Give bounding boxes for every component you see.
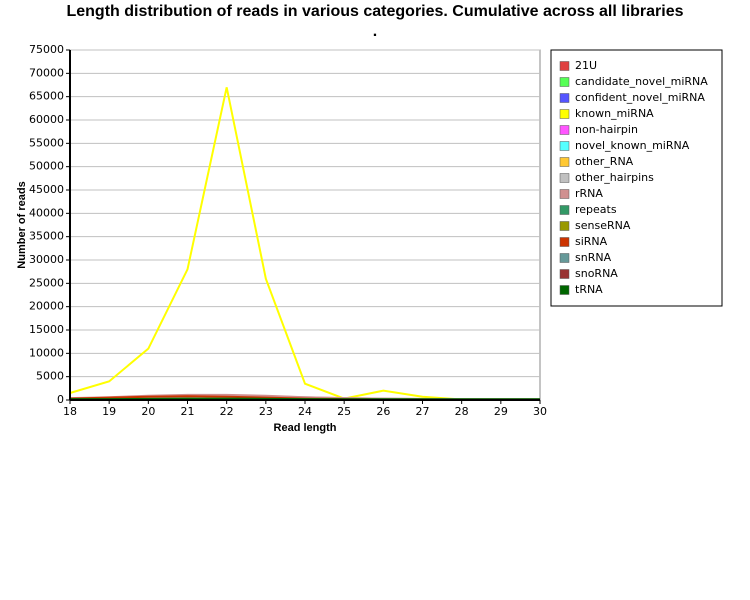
legend-swatch: [559, 189, 570, 199]
y-tick-label: 10000: [29, 346, 64, 359]
y-axis-label: Number of reads: [16, 181, 28, 268]
chart-subtitle: .: [373, 23, 377, 40]
x-tick-label: 30: [533, 405, 547, 418]
legend-label: candidate_novel_miRNA: [575, 75, 708, 88]
legend-swatch: [559, 285, 570, 295]
x-tick-label: 24: [298, 405, 312, 418]
plot-area: [69, 49, 541, 401]
chart-title: Length distribution of reads in various …: [66, 3, 683, 20]
x-tick-label: 22: [220, 405, 234, 418]
legend-swatch: [559, 237, 570, 247]
y-tick-label: 30000: [29, 253, 64, 266]
legend-label: known_miRNA: [575, 107, 654, 120]
legend-swatch: [559, 61, 570, 71]
legend-swatch: [559, 253, 570, 263]
legend-swatch: [559, 205, 570, 215]
legend-swatch: [559, 269, 570, 279]
legend-label: senseRNA: [575, 219, 631, 232]
legend-label: snoRNA: [575, 267, 618, 280]
legend-label: 21U: [575, 59, 597, 72]
y-tick-label: 5000: [36, 370, 64, 383]
legend-label: repeats: [575, 203, 617, 216]
legend-label: other_hairpins: [575, 171, 654, 184]
x-tick-label: 29: [494, 405, 508, 418]
x-tick-label: 25: [337, 405, 351, 418]
legend-label: other_RNA: [575, 155, 634, 168]
y-tick-label: 0: [57, 393, 64, 406]
legend-box: [550, 49, 723, 307]
y-tick-label: 35000: [29, 230, 64, 243]
legend-label: rRNA: [575, 187, 603, 200]
x-tick-label: 21: [181, 405, 195, 418]
x-tick-label: 28: [455, 405, 469, 418]
y-tick-label: 65000: [29, 90, 64, 103]
legend-swatch: [559, 77, 570, 87]
legend-label: tRNA: [575, 283, 603, 296]
y-tick-label: 45000: [29, 183, 64, 196]
legend-label: siRNA: [575, 235, 608, 248]
y-tick-label: 60000: [29, 113, 64, 126]
y-tick-label: 70000: [29, 66, 64, 79]
x-tick-label: 18: [63, 405, 77, 418]
legend-label: confident_novel_miRNA: [575, 91, 705, 104]
legend-swatch: [559, 173, 570, 183]
x-tick-label: 19: [102, 405, 116, 418]
y-tick-label: 25000: [29, 276, 64, 289]
legend-swatch: [559, 221, 570, 231]
legend-swatch: [559, 141, 570, 151]
x-tick-label: 26: [376, 405, 390, 418]
x-axis-label: Read length: [274, 422, 337, 434]
y-tick-label: 40000: [29, 206, 64, 219]
legend-label: novel_known_miRNA: [575, 139, 690, 152]
legend-swatch: [559, 157, 570, 167]
legend-swatch: [559, 93, 570, 103]
legend-label: non-hairpin: [575, 123, 638, 136]
y-tick-label: 20000: [29, 300, 64, 313]
x-tick-label: 23: [259, 405, 273, 418]
y-tick-label: 15000: [29, 323, 64, 336]
legend-swatch: [559, 125, 570, 135]
y-tick-label: 50000: [29, 160, 64, 173]
y-tick-label: 75000: [29, 43, 64, 56]
x-tick-label: 27: [416, 405, 430, 418]
legend-swatch: [559, 109, 570, 119]
x-tick-label: 20: [141, 405, 155, 418]
y-tick-label: 55000: [29, 136, 64, 149]
legend-label: snRNA: [575, 251, 612, 264]
